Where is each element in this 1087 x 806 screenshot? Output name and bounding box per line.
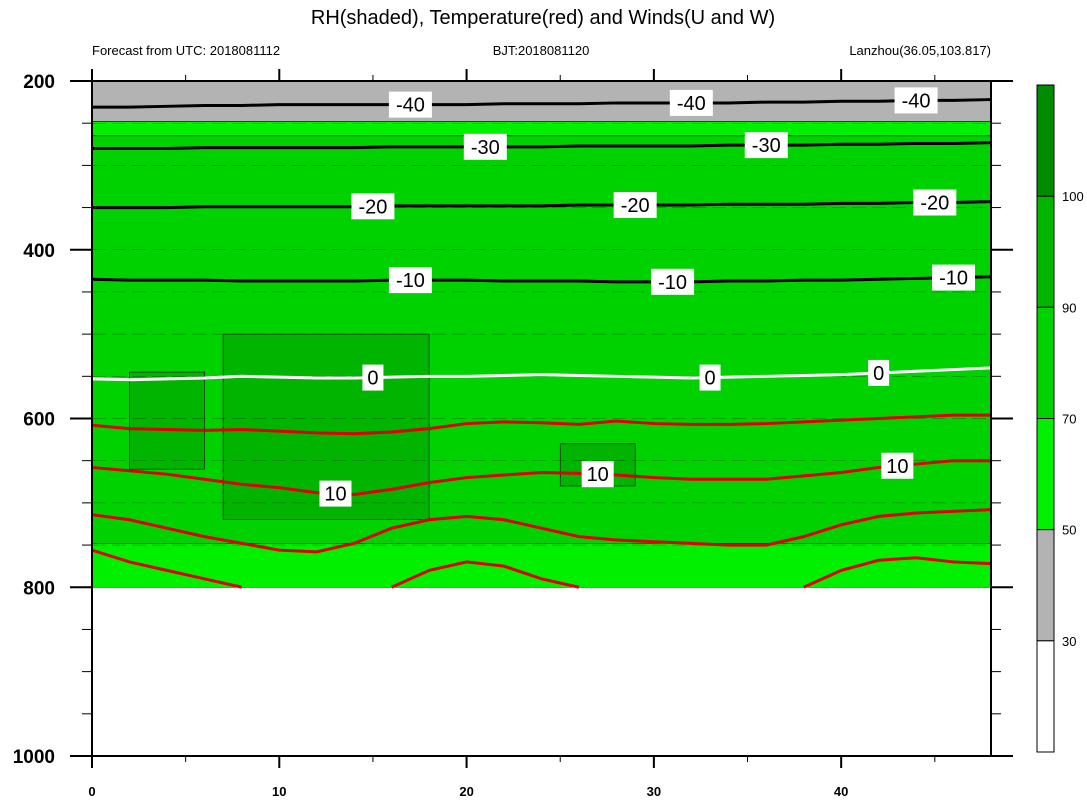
colorbar-swatch <box>1036 195 1055 308</box>
contour-label-box <box>913 189 957 216</box>
contour-label-box <box>932 264 976 291</box>
contour-label-box <box>319 480 352 507</box>
colorbar-swatch <box>1036 84 1055 197</box>
colorbar-tick-label: 30 <box>1062 634 1076 649</box>
y-tick-label: 200 <box>23 72 55 93</box>
colorbar-tick-label: 70 <box>1062 412 1076 427</box>
y-tick-label: 400 <box>23 241 55 262</box>
contour-label: -10 <box>396 270 425 292</box>
contour-label-box <box>362 364 384 391</box>
contour-label: 10 <box>587 464 609 486</box>
y-tick-label: 1000 <box>13 747 55 768</box>
contour-label-box <box>388 91 432 118</box>
x-tick-label: 10 <box>272 784 286 799</box>
y-tick-label: 600 <box>23 410 55 431</box>
forecast-time-label: Forecast from UTC: 2018081112 <box>92 43 280 58</box>
contour-label: -30 <box>471 137 500 159</box>
colorbar-swatch <box>1036 529 1055 642</box>
temperature-contour <box>92 141 992 150</box>
temperature-contour <box>91 413 991 436</box>
contour-label: -40 <box>902 90 931 112</box>
temperature-contour <box>92 98 992 109</box>
contour-label: -20 <box>920 193 949 215</box>
temperature-contour <box>91 548 243 589</box>
colorbar-tick-label: 100 <box>1062 189 1084 204</box>
temperature-contour <box>91 459 991 496</box>
colorbar-swatch <box>1036 640 1055 753</box>
colorbar: 100 90 70 50 30 <box>1036 84 1084 753</box>
station-location-label: Lanzhou(36.05,103.817) <box>849 43 991 58</box>
contour-label-box <box>388 267 432 294</box>
contour-label: -40 <box>677 93 706 115</box>
temperature-contour <box>391 560 580 589</box>
temperature-contour <box>803 556 992 589</box>
contour-label: -20 <box>621 195 650 217</box>
contour-label-box <box>868 359 890 386</box>
x-tick-label: 0 <box>88 784 95 799</box>
x-tick-label: 30 <box>647 784 661 799</box>
contour-label: -30 <box>752 135 781 157</box>
plot-area: -40 -40 -40 -30 -30 -20 -20 -20 -10 -10 -10 0 0 0 10 10… <box>13 69 1013 799</box>
contour-label-box <box>881 452 914 479</box>
contour-label: -40 <box>396 95 425 117</box>
contour-label-box <box>699 364 721 391</box>
colorbar-tick-label: 90 <box>1062 300 1076 315</box>
colorbar-swatch <box>1036 306 1055 420</box>
contour-label: 10 <box>886 456 908 478</box>
contour-label-box <box>744 132 788 159</box>
contour-label: -10 <box>658 272 687 294</box>
contour-label-box <box>894 87 938 114</box>
temperature-contour <box>91 275 992 284</box>
contour-label: 0 <box>705 368 716 390</box>
contour-label: 0 <box>873 363 884 385</box>
contour-label-box <box>351 193 395 220</box>
contour-label-box <box>463 133 507 160</box>
x-tick-label: 20 <box>459 784 473 799</box>
temperature-contour <box>91 366 992 382</box>
contour-label: -20 <box>358 196 387 218</box>
local-time-label: BJT:2018081120 <box>493 43 590 58</box>
contour-label: 10 <box>324 484 346 506</box>
y-tick-label: 800 <box>23 578 55 599</box>
rh-region <box>129 371 205 470</box>
contour-label-box <box>581 461 614 488</box>
colorbar-swatch <box>1036 418 1055 531</box>
contour-label: 0 <box>367 368 378 390</box>
contour-label-box <box>669 89 713 116</box>
contour-label-box <box>613 192 657 219</box>
contour-label-box <box>651 268 695 295</box>
temperature-contour <box>92 200 992 210</box>
chart-title: RH(shaded), Temperature(red) and Winds(U… <box>311 7 775 29</box>
contour-label: -10 <box>939 268 968 290</box>
colorbar-tick-label: 50 <box>1062 523 1076 538</box>
temperature-contour <box>91 508 992 554</box>
x-tick-label: 40 <box>834 784 848 799</box>
